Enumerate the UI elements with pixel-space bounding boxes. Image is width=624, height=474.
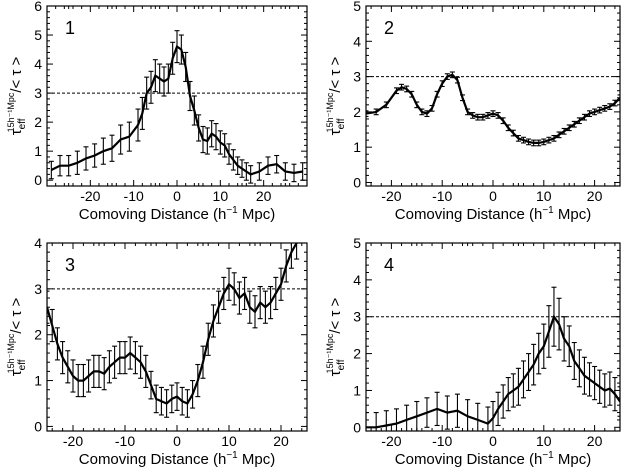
y-tick-label: 4: [353, 272, 361, 288]
y-axis-label: τeff15h⁻¹Mpc/< τ >: [6, 297, 28, 376]
panel-label: 1: [65, 18, 75, 38]
panel-2: -20 -10 0 10 20 0 1 2 3 4 5 2 Comoving Distance (h−1…: [325, 0, 623, 223]
x-tick-label: -10: [124, 188, 144, 204]
x-tick-label: -10: [432, 433, 452, 449]
y-tick-label: 2: [353, 104, 361, 120]
y-axis-label: τeff15h⁻¹Mpc/< τ >: [325, 297, 347, 376]
y-tick-label: 1: [353, 139, 361, 155]
x-tick-label: -20: [381, 188, 401, 204]
data-line: [366, 75, 620, 143]
x-tick-label: 0: [173, 433, 181, 449]
y-tick-label: 0: [34, 172, 42, 188]
x-tick-label: 0: [489, 433, 497, 449]
y-tick-label: 1: [353, 382, 361, 398]
x-axis-label: Comoving Distance (h−1 Mpc): [395, 450, 591, 468]
y-axis-label: τeff15h⁻¹Mpc/< τ >: [6, 56, 28, 135]
y-tick-label: 0: [353, 174, 361, 190]
y-tick-label: 5: [34, 27, 42, 43]
y-tick-label: 3: [34, 85, 42, 101]
panel-label: 4: [384, 255, 394, 275]
y-tick-label: 4: [34, 56, 42, 72]
panel-label: 3: [65, 255, 75, 275]
x-axis-label: Comoving Distance (h−1 Mpc): [395, 205, 591, 223]
y-tick-label: 3: [353, 309, 361, 325]
data-series: [45, 227, 300, 417]
y-tick-label: 6: [34, 0, 42, 14]
x-tick-label: 10: [213, 188, 229, 204]
x-tick-label: -20: [80, 188, 100, 204]
data-series: [364, 287, 623, 442]
x-tick-label: 0: [173, 188, 181, 204]
y-tick-label: 0: [353, 419, 361, 435]
x-tick-label: 20: [256, 188, 272, 204]
y-tick-label: 5: [353, 0, 361, 14]
x-tick-label: 10: [536, 188, 552, 204]
y-tick-label: 1: [34, 373, 42, 389]
data-series: [49, 31, 305, 183]
x-tick-label: 0: [489, 188, 497, 204]
y-tick-label: 0: [34, 418, 42, 434]
x-tick-label: 20: [587, 433, 603, 449]
x-tick-label: 20: [587, 188, 603, 204]
x-axis-label: Comoving Distance (h−1 Mpc): [79, 450, 275, 468]
x-tick-label: 20: [273, 433, 289, 449]
y-tick-label: 2: [34, 114, 42, 130]
y-tick-label: 3: [34, 281, 42, 297]
y-tick-label: 2: [34, 327, 42, 343]
y-tick-label: 4: [353, 33, 361, 49]
y-tick-label: 4: [34, 235, 42, 251]
panel-3: -20 -10 0 10 20 0 1 2 3 4 3 Comoving Distance (h−1 …: [6, 227, 307, 468]
y-axis-label: τeff15h⁻¹Mpc/< τ >: [325, 56, 347, 135]
y-tick-label: 2: [353, 346, 361, 362]
x-tick-label: -20: [381, 433, 401, 449]
panel-4: -20 -10 0 10 20 0 1 2 3 4 5 4 Comoving Distance (h−1…: [325, 235, 623, 468]
panel-1: -20 -10 0 10 20 0 1 2 3 4 5 6 1 Comoving Distance (h−…: [6, 0, 307, 223]
data-line: [51, 47, 302, 175]
y-tick-label: 1: [34, 143, 42, 159]
data-series: [364, 72, 623, 146]
y-tick-label: 5: [353, 235, 361, 251]
x-tick-label: 10: [536, 433, 552, 449]
x-tick-label: -10: [432, 188, 452, 204]
x-axis-label: Comoving Distance (h−1 Mpc): [79, 205, 275, 223]
plot-frame: [366, 6, 620, 186]
x-tick-label: 10: [221, 433, 237, 449]
panel-label: 2: [384, 18, 394, 38]
data-line: [47, 243, 297, 404]
x-tick-label: -10: [115, 433, 135, 449]
y-tick-label: 3: [353, 69, 361, 85]
x-tick-label: -20: [63, 433, 83, 449]
